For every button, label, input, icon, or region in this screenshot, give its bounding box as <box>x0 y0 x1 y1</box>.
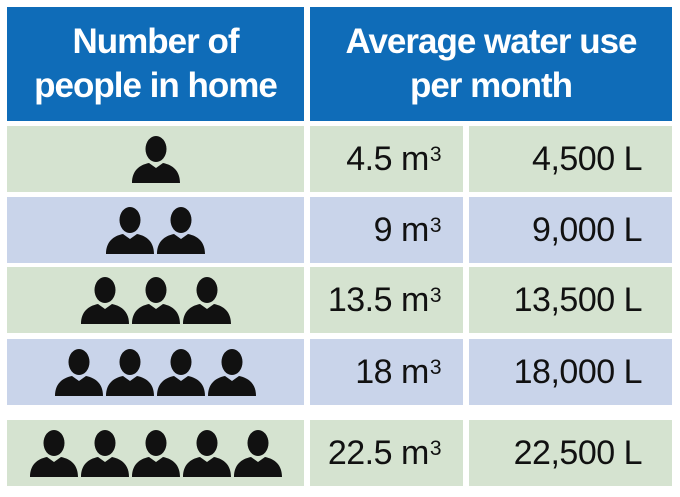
cubic-exponent: 3 <box>429 284 442 307</box>
people-cell <box>7 339 304 405</box>
person-icon <box>131 277 180 324</box>
header-people: Number of people in home <box>7 7 304 121</box>
person-icon <box>233 430 282 477</box>
people-cell <box>7 126 304 192</box>
cubic-exponent: 3 <box>429 143 442 166</box>
person-icon <box>157 207 205 254</box>
cubic-meters-value: 4.5 m <box>346 139 429 178</box>
liters-value: 22,500 L <box>513 433 643 472</box>
people-cell <box>7 420 304 486</box>
people-cell <box>7 267 304 333</box>
cubic-meters-value: 18 m <box>355 352 429 391</box>
cubic-exponent: 3 <box>429 437 442 460</box>
person-icon <box>55 349 103 396</box>
person-icon <box>106 349 154 396</box>
liters-cell: 9,000 L <box>469 197 672 263</box>
liters-value: 13,500 L <box>513 280 643 319</box>
liters-value: 9,000 L <box>532 210 642 249</box>
person-icon <box>157 349 205 396</box>
liters-cell: 22,500 L <box>469 420 672 486</box>
person-icon <box>29 430 78 477</box>
header-water-use-line2: per month <box>409 66 573 105</box>
cubic-meters-value: 13.5 m <box>327 280 429 319</box>
cubic-meters-value: 9 m <box>373 210 430 249</box>
liters-cell: 13,500 L <box>469 267 672 333</box>
cubic-exponent: 3 <box>429 214 442 237</box>
person-icon <box>80 430 129 477</box>
cubic-exponent: 3 <box>429 356 442 379</box>
cubic-meters-value: 22.5 m <box>327 433 429 472</box>
person-icon <box>131 430 180 477</box>
liters-value: 4,500 L <box>532 139 642 178</box>
person-icon <box>208 349 256 396</box>
liters-value: 18,000 L <box>513 352 643 391</box>
header-water-use-line1: Average water use <box>345 22 637 61</box>
header-people-line1: Number of <box>72 22 240 61</box>
person-icon <box>106 207 154 254</box>
header-water-use: Average water use per month <box>310 7 672 121</box>
liters-cell: 4,500 L <box>469 126 672 192</box>
liters-cell: 18,000 L <box>469 339 672 405</box>
person-icon <box>131 136 180 183</box>
person-icon <box>182 277 231 324</box>
people-cell <box>7 197 304 263</box>
person-icon <box>182 430 231 477</box>
person-icon <box>80 277 129 324</box>
header-people-line2: people in home <box>34 66 278 105</box>
